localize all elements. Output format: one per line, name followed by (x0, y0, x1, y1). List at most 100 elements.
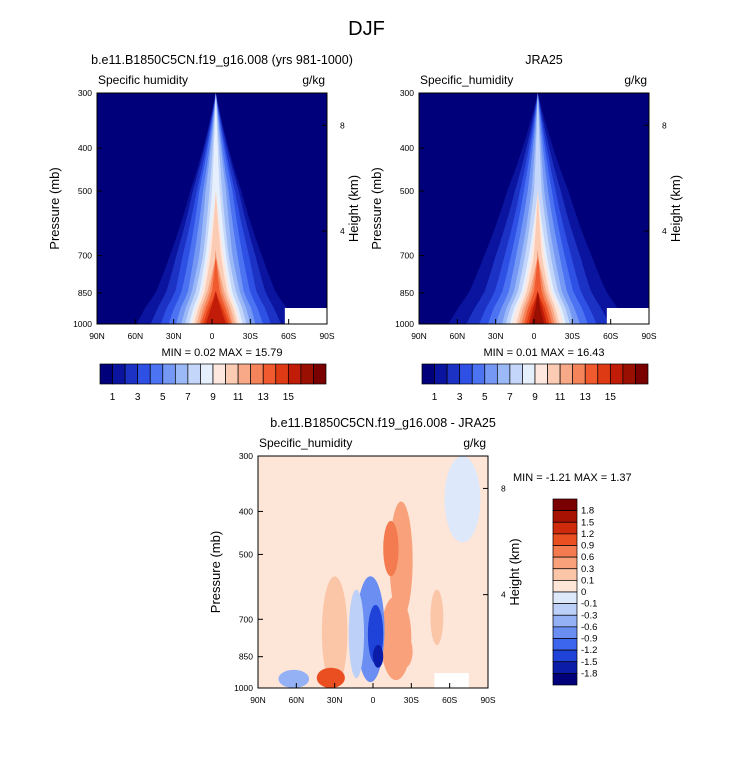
x-tick-label: 60S (442, 695, 457, 705)
plot-area (97, 93, 327, 324)
y-tick-label: 700 (239, 614, 253, 624)
y-tick-label: 500 (78, 186, 92, 196)
y-tick-label: 300 (78, 88, 92, 98)
colorbar-box (187, 363, 201, 385)
min-max-text: MIN = -1.21 MAX = 1.37 (513, 472, 632, 484)
x-tick-label: 0 (371, 695, 376, 705)
colorbar-box (597, 363, 611, 385)
colorbar-box (275, 363, 289, 385)
contour-fill (200, 93, 232, 324)
height-axis-label: Height (km) (346, 175, 361, 242)
colorbar-label: 0.3 (581, 564, 594, 575)
colorbar-label: 15 (283, 392, 295, 403)
anomaly-contour (316, 667, 345, 688)
colorbar-box (137, 363, 151, 385)
height-axis-label: Height (km) (668, 175, 683, 242)
x-tick-label: 90N (89, 331, 105, 341)
colorbar-box (124, 363, 139, 385)
colorbar-box (552, 568, 578, 581)
colorbar-box (552, 533, 578, 546)
units-label: g/kg (624, 73, 647, 87)
colorbar-box (446, 363, 461, 385)
panel-title: b.e11.B1850C5CN.f19_g16.008 - JRA25 (270, 416, 496, 430)
missing-data-region (606, 308, 649, 324)
variable-label: Specific humidity (98, 73, 188, 87)
y-tick-label: 850 (239, 652, 253, 662)
colorbar-box (250, 363, 264, 385)
colorbar-box (99, 363, 113, 385)
contour-fill (194, 93, 238, 324)
x-tick-label: 60N (450, 331, 466, 341)
colorbar-box (622, 363, 636, 385)
panel-title: b.e11.B1850C5CN.f19_g16.008 (yrs 981-100… (91, 53, 353, 67)
y-tick-label: 400 (239, 506, 253, 516)
missing-data-region (284, 308, 327, 324)
colorbar-label: 5 (482, 392, 488, 403)
x-tick-label: 30N (327, 695, 343, 705)
colorbar-box (552, 556, 578, 570)
y-tick-label: 850 (78, 288, 92, 298)
variable-label: Specific_humidity (420, 73, 513, 87)
colorbar-label: 3 (135, 392, 141, 403)
colorbar-label: 5 (160, 392, 166, 403)
y-tick-label: 1000 (73, 319, 92, 329)
colorbar-label: 0 (581, 587, 586, 598)
colorbar-label: 1.5 (581, 517, 594, 528)
x-tick-label: 90S (641, 331, 656, 341)
plot-panel-3: b.e11.B1850C5CN.f19_g16.008 - JRA25 Speci… (208, 416, 632, 705)
anomaly-contour (444, 456, 481, 543)
colorbar-box (552, 510, 578, 523)
colorbar-label: 1 (432, 392, 438, 403)
x-tick-label: 0 (532, 331, 537, 341)
colorbar-label: -0.3 (581, 610, 597, 621)
x-tick-label: 30S (243, 331, 258, 341)
colorbar-label: 7 (185, 392, 191, 403)
colorbar-box (552, 673, 578, 686)
y-tick-label: 850 (400, 288, 414, 298)
colorbar-box (471, 363, 486, 385)
contour-fill (523, 93, 552, 324)
colorbar-box (552, 545, 578, 558)
colorbar-box (313, 363, 327, 385)
y-tick-label: 400 (400, 143, 414, 153)
colorbar-box (552, 498, 578, 511)
colorbar-box (421, 363, 435, 385)
colorbar-box (149, 363, 164, 385)
colorbar-label: -0.1 (581, 599, 597, 610)
colorbar-label: 13 (258, 392, 270, 403)
colorbar-label: -0.6 (581, 622, 597, 633)
units-label: g/kg (463, 436, 486, 450)
height-tick-label: 8 (501, 483, 506, 493)
plot-panel-2: JRA25 Specific_humidity g/kg 90N 60N 30N 0 30S 6… (369, 53, 683, 403)
colorbar-box (552, 591, 578, 604)
colorbar-box (174, 363, 189, 385)
plot-area (258, 456, 488, 688)
height-tick-label: 8 (662, 120, 667, 130)
colorbar-box (552, 580, 578, 593)
colorbar: 1 3 5 7 9 11 13 15 (421, 363, 649, 403)
colorbar-box (534, 363, 548, 385)
colorbar-box (225, 363, 239, 385)
colorbar-label: 1.8 (581, 506, 594, 517)
y-tick-label: 400 (78, 143, 92, 153)
y-axis-label: Pressure (mb) (208, 531, 223, 613)
height-tick-label: 4 (662, 226, 667, 236)
colorbar-box (552, 649, 578, 663)
variable-label: Specific_humidity (259, 436, 352, 450)
colorbar-box (287, 363, 302, 385)
colorbar-label: 9 (532, 392, 538, 403)
colorbar-box (300, 363, 314, 385)
colorbar-box (552, 626, 578, 639)
colorbar-box (547, 363, 561, 385)
colorbar-box (459, 363, 473, 385)
y-tick-label: 500 (239, 549, 253, 559)
x-tick-label: 90N (250, 695, 266, 705)
colorbar-box (509, 363, 523, 385)
contour-fill (516, 93, 560, 324)
height-tick-label: 4 (340, 226, 345, 236)
plot-area (419, 93, 649, 324)
colorbar-box (162, 363, 176, 385)
colorbar: 1.81.51.20.90.60.30.10-0.1-0.3-0.6-0.9-1… (552, 498, 597, 686)
colorbar-box (635, 363, 649, 385)
